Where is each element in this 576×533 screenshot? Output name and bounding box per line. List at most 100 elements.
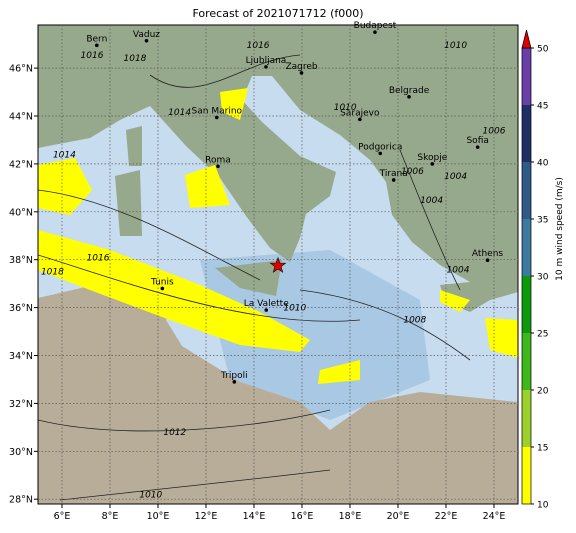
isobar-label: 1008 — [403, 316, 426, 326]
city-dot — [144, 39, 149, 43]
city-dot — [407, 95, 411, 99]
city-label: Zagreb — [285, 62, 317, 72]
isobar-label: 1010 — [334, 103, 357, 113]
x-tick-label: 24°E — [483, 511, 506, 522]
isobar-label: 1006 — [401, 167, 424, 177]
sardinia — [115, 170, 142, 236]
colorbar-tick-label: 25 — [537, 330, 548, 340]
x-tick-label: 12°E — [195, 511, 218, 522]
city-label: Ljubljana — [246, 56, 287, 66]
colorbar-segment — [522, 219, 531, 276]
city-dot — [299, 71, 304, 75]
city-label: Sarajevo — [340, 108, 380, 118]
city-label: Belgrade — [389, 86, 430, 96]
colorbar-tick-label: 20 — [537, 387, 549, 397]
city-label: Tirana — [379, 169, 408, 179]
y-tick-label: 36°N — [9, 303, 33, 314]
y-tick-label: 30°N — [9, 447, 33, 458]
city-dot — [373, 30, 377, 34]
title: Forecast of 2021071712 (f000) — [192, 7, 363, 20]
colorbar-tick-label: 15 — [537, 444, 548, 454]
y-tick-label: 34°N — [9, 351, 33, 362]
y-tick-label: 32°N — [9, 399, 33, 410]
isobar-label: 1014 — [168, 108, 191, 118]
city-dot — [430, 162, 435, 166]
x-tick-label: 6°E — [54, 511, 71, 522]
city-dot — [485, 258, 490, 262]
city-label: Skopje — [417, 153, 447, 163]
city-dot — [215, 115, 219, 120]
deep-sea — [200, 250, 430, 420]
city-label: La Valette — [244, 299, 289, 309]
y-tick-label: 42°N — [9, 159, 33, 170]
x-tick-label: 20°E — [387, 511, 410, 522]
location-star — [269, 256, 287, 273]
city-label: Bern — [86, 34, 107, 44]
x-tick-label: 22°E — [435, 511, 458, 522]
corsica — [126, 126, 142, 166]
y-tick-label: 46°N — [9, 64, 33, 75]
isobar-label: 1016 — [81, 51, 104, 61]
city-dot — [232, 380, 237, 384]
city-label: Budapest — [354, 21, 397, 31]
colorbar-tick-label: 10 — [537, 501, 549, 511]
x-tick-label: 8°E — [102, 511, 119, 522]
isobar-label: 1016 — [247, 41, 270, 51]
city-label: Roma — [205, 155, 231, 165]
colorbar-segment — [522, 276, 531, 333]
city-dot — [264, 308, 269, 312]
colorbar-segment — [522, 105, 531, 162]
isobar — [38, 54, 471, 501]
isobar-label: 1004 — [447, 265, 470, 275]
isobar-label: 1018 — [41, 268, 64, 278]
city-dot — [475, 145, 480, 149]
x-tick-label: 18°E — [339, 511, 362, 522]
sicily — [215, 260, 282, 296]
city-dot — [216, 164, 220, 169]
colorbar-tick-label: 35 — [537, 216, 548, 226]
city-label: Tunis — [150, 277, 174, 287]
colorbar-segment — [522, 390, 531, 447]
city-dot — [95, 43, 99, 48]
x-tick-label: 14°E — [243, 511, 266, 522]
city-label: Vaduz — [133, 30, 160, 40]
colorbar-extension — [521, 29, 532, 49]
city-dot — [264, 65, 268, 69]
colorbar-segment — [522, 48, 531, 105]
x-tick-label: 10°E — [147, 511, 170, 522]
isobar-label: 1016 — [87, 253, 110, 263]
isobar-label: 1006 — [483, 126, 506, 136]
isobar-label: 1004 — [444, 172, 467, 182]
colorbar-tick-label: 40 — [537, 159, 549, 169]
land-north — [38, 25, 518, 312]
city-dot — [358, 117, 362, 122]
colorbar-segment — [522, 333, 531, 390]
city-label: San Marino — [192, 106, 243, 116]
colorbar-tick-label: 50 — [537, 45, 549, 55]
city-dot — [378, 151, 383, 156]
isobar-label: 1010 — [444, 41, 467, 51]
x-tick-label: 16°E — [291, 511, 314, 522]
city-label: Tripoli — [220, 371, 248, 381]
city-dot — [391, 178, 396, 182]
city-label: Podgorica — [358, 142, 402, 152]
city-label: Sofia — [466, 136, 488, 146]
colorbar-segment — [522, 162, 531, 219]
colorbar-tick-label: 45 — [537, 102, 548, 112]
isobar-label: 1010 — [283, 304, 306, 314]
isobar-label: 1012 — [163, 428, 186, 438]
y-tick-label: 44°N — [9, 112, 33, 123]
y-tick-label: 28°N — [9, 495, 33, 506]
y-tick-label: 38°N — [9, 255, 33, 266]
city-dot — [160, 286, 165, 291]
isobar-label: 1018 — [124, 54, 147, 64]
isobar-label: 1014 — [53, 150, 76, 160]
isobar-label: 1004 — [420, 196, 443, 206]
colorbar-label: 10 m wind speed (m/s) — [555, 177, 565, 281]
city-label: Athens — [472, 249, 503, 259]
y-tick-label: 40°N — [9, 207, 33, 218]
colorbar-tick-label: 30 — [537, 273, 549, 283]
map-frame — [37, 24, 519, 505]
